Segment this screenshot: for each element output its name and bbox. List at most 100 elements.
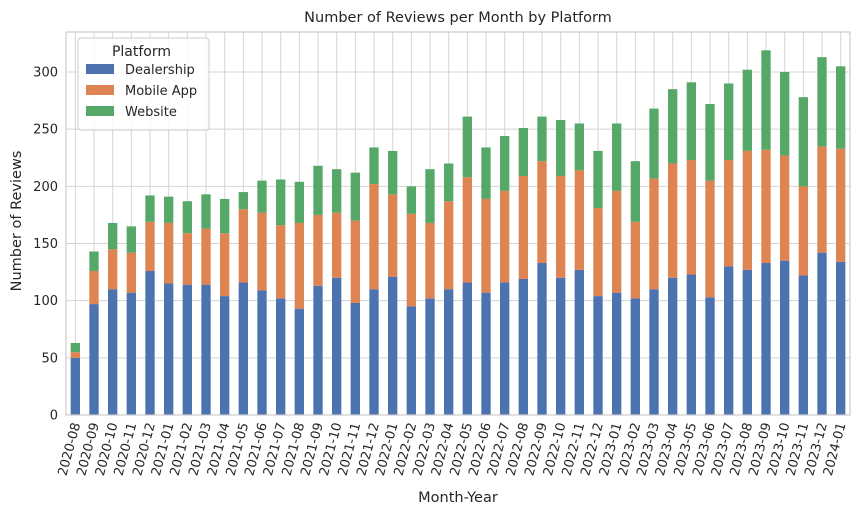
bar-mobile-app-2022-06 (481, 198, 491, 293)
legend-swatch (86, 106, 114, 116)
bar-mobile-app-2020-08 (70, 352, 80, 358)
legend-label: Website (125, 105, 177, 120)
legend-label: Dealership (125, 63, 195, 78)
bar-mobile-app-2023-12 (817, 146, 827, 253)
bar-dealership-2021-12 (369, 289, 379, 415)
bar-website-2023-01 (612, 123, 622, 191)
bar-dealership-2021-01 (164, 283, 174, 415)
bar-website-2022-11 (574, 123, 584, 171)
bar-mobile-app-2021-12 (369, 184, 379, 290)
bar-dealership-2023-09 (761, 262, 771, 415)
bar-mobile-app-2023-07 (724, 160, 734, 267)
bar-website-2020-12 (145, 195, 155, 222)
bar-website-2022-12 (593, 150, 603, 209)
bar-dealership-2023-06 (705, 297, 715, 415)
bar-website-2023-02 (630, 161, 640, 222)
bar-website-2022-03 (425, 169, 435, 223)
bar-dealership-2021-11 (350, 302, 360, 415)
bar-mobile-app-2023-01 (612, 190, 622, 293)
bar-dealership-2023-03 (649, 289, 659, 415)
bar-website-2024-01 (836, 66, 846, 149)
bar-website-2023-11 (798, 97, 808, 187)
bar-dealership-2022-06 (481, 292, 491, 415)
bar-dealership-2023-04 (668, 277, 678, 415)
y-tick-label: 200 (33, 180, 58, 195)
bar-dealership-2020-09 (89, 304, 99, 415)
bar-website-2022-05 (462, 116, 472, 178)
bar-mobile-app-2022-10 (556, 176, 566, 278)
bar-dealership-2020-08 (70, 357, 80, 415)
bar-website-2022-09 (537, 116, 547, 162)
bar-website-2021-11 (350, 172, 360, 221)
x-tick-labels: 2020-082020-092020-102020-112020-122021-… (56, 421, 850, 477)
bar-dealership-2022-04 (444, 289, 454, 415)
bar-mobile-app-2022-02 (406, 213, 416, 307)
bar-mobile-app-2021-05 (238, 209, 248, 283)
bar-dealership-2023-07 (724, 266, 734, 415)
bar-mobile-app-2021-09 (313, 214, 323, 286)
bar-dealership-2021-06 (257, 290, 267, 415)
bar-mobile-app-2022-07 (500, 190, 510, 283)
plot-frame (65, 31, 851, 416)
legend: Platform Dealership Mobile App Website (77, 37, 210, 131)
bar-website-2022-04 (444, 163, 454, 202)
bar-mobile-app-2020-10 (108, 249, 118, 290)
bar-dealership-2022-08 (518, 278, 528, 415)
y-tick-label: 150 (33, 237, 58, 252)
legend-swatch (86, 85, 114, 95)
bar-mobile-app-2023-04 (668, 163, 678, 278)
bar-mobile-app-2022-09 (537, 161, 547, 263)
bar-mobile-app-2022-05 (462, 177, 472, 283)
bar-dealership-2020-10 (108, 289, 118, 415)
bar-dealership-2022-12 (593, 296, 603, 415)
axes (65, 31, 851, 416)
bar-mobile-app-2023-06 (705, 180, 715, 298)
bar-dealership-2023-08 (742, 269, 752, 415)
legend-swatch (86, 64, 114, 74)
bar-mobile-app-2021-08 (294, 222, 304, 309)
bar-website-2023-07 (724, 83, 734, 161)
bar-website-2020-08 (70, 342, 80, 353)
bar-website-2020-11 (126, 226, 136, 253)
bar-website-2021-04 (220, 198, 230, 234)
bar-dealership-2023-10 (780, 260, 790, 415)
bar-website-2020-10 (108, 222, 118, 250)
bar-dealership-2022-03 (425, 298, 435, 415)
bar-mobile-app-2023-09 (761, 149, 771, 263)
bar-website-2023-08 (742, 69, 752, 151)
bar-dealership-2022-07 (500, 282, 510, 415)
bar-website-2023-06 (705, 104, 715, 181)
bar-website-2021-09 (313, 165, 323, 215)
bar-website-2023-10 (780, 72, 790, 156)
bars (70, 50, 846, 415)
bar-mobile-app-2021-06 (257, 212, 267, 291)
chart-title: Number of Reviews per Month by Platform (304, 10, 612, 26)
bar-mobile-app-2021-04 (220, 233, 230, 297)
bar-website-2021-03 (201, 194, 211, 229)
bar-website-2022-01 (388, 150, 398, 195)
bar-mobile-app-2020-12 (145, 221, 155, 271)
bar-website-2021-10 (332, 169, 342, 213)
bar-website-2021-05 (238, 192, 248, 210)
bar-dealership-2024-01 (836, 261, 846, 415)
bar-website-2021-12 (369, 147, 379, 185)
x-axis-title: Month-Year (418, 490, 498, 506)
bar-mobile-app-2022-03 (425, 222, 435, 299)
legend-items: Dealership Mobile App Website (86, 63, 197, 120)
bar-mobile-app-2021-07 (276, 225, 286, 299)
bar-dealership-2023-11 (798, 275, 808, 415)
bar-dealership-2021-10 (332, 277, 342, 415)
bar-website-2021-07 (276, 179, 286, 226)
y-tick-label: 0 (50, 409, 58, 424)
bar-mobile-app-2021-03 (201, 228, 211, 285)
bar-website-2023-09 (761, 50, 771, 150)
bar-mobile-app-2021-10 (332, 212, 342, 278)
bar-mobile-app-2023-02 (630, 221, 640, 299)
bar-dealership-2021-05 (238, 282, 248, 415)
bar-dealership-2023-01 (612, 292, 622, 415)
bar-website-2021-08 (294, 181, 304, 223)
bar-website-2021-01 (164, 196, 174, 223)
bar-website-2023-12 (817, 57, 827, 147)
bar-dealership-2021-02 (182, 284, 192, 415)
